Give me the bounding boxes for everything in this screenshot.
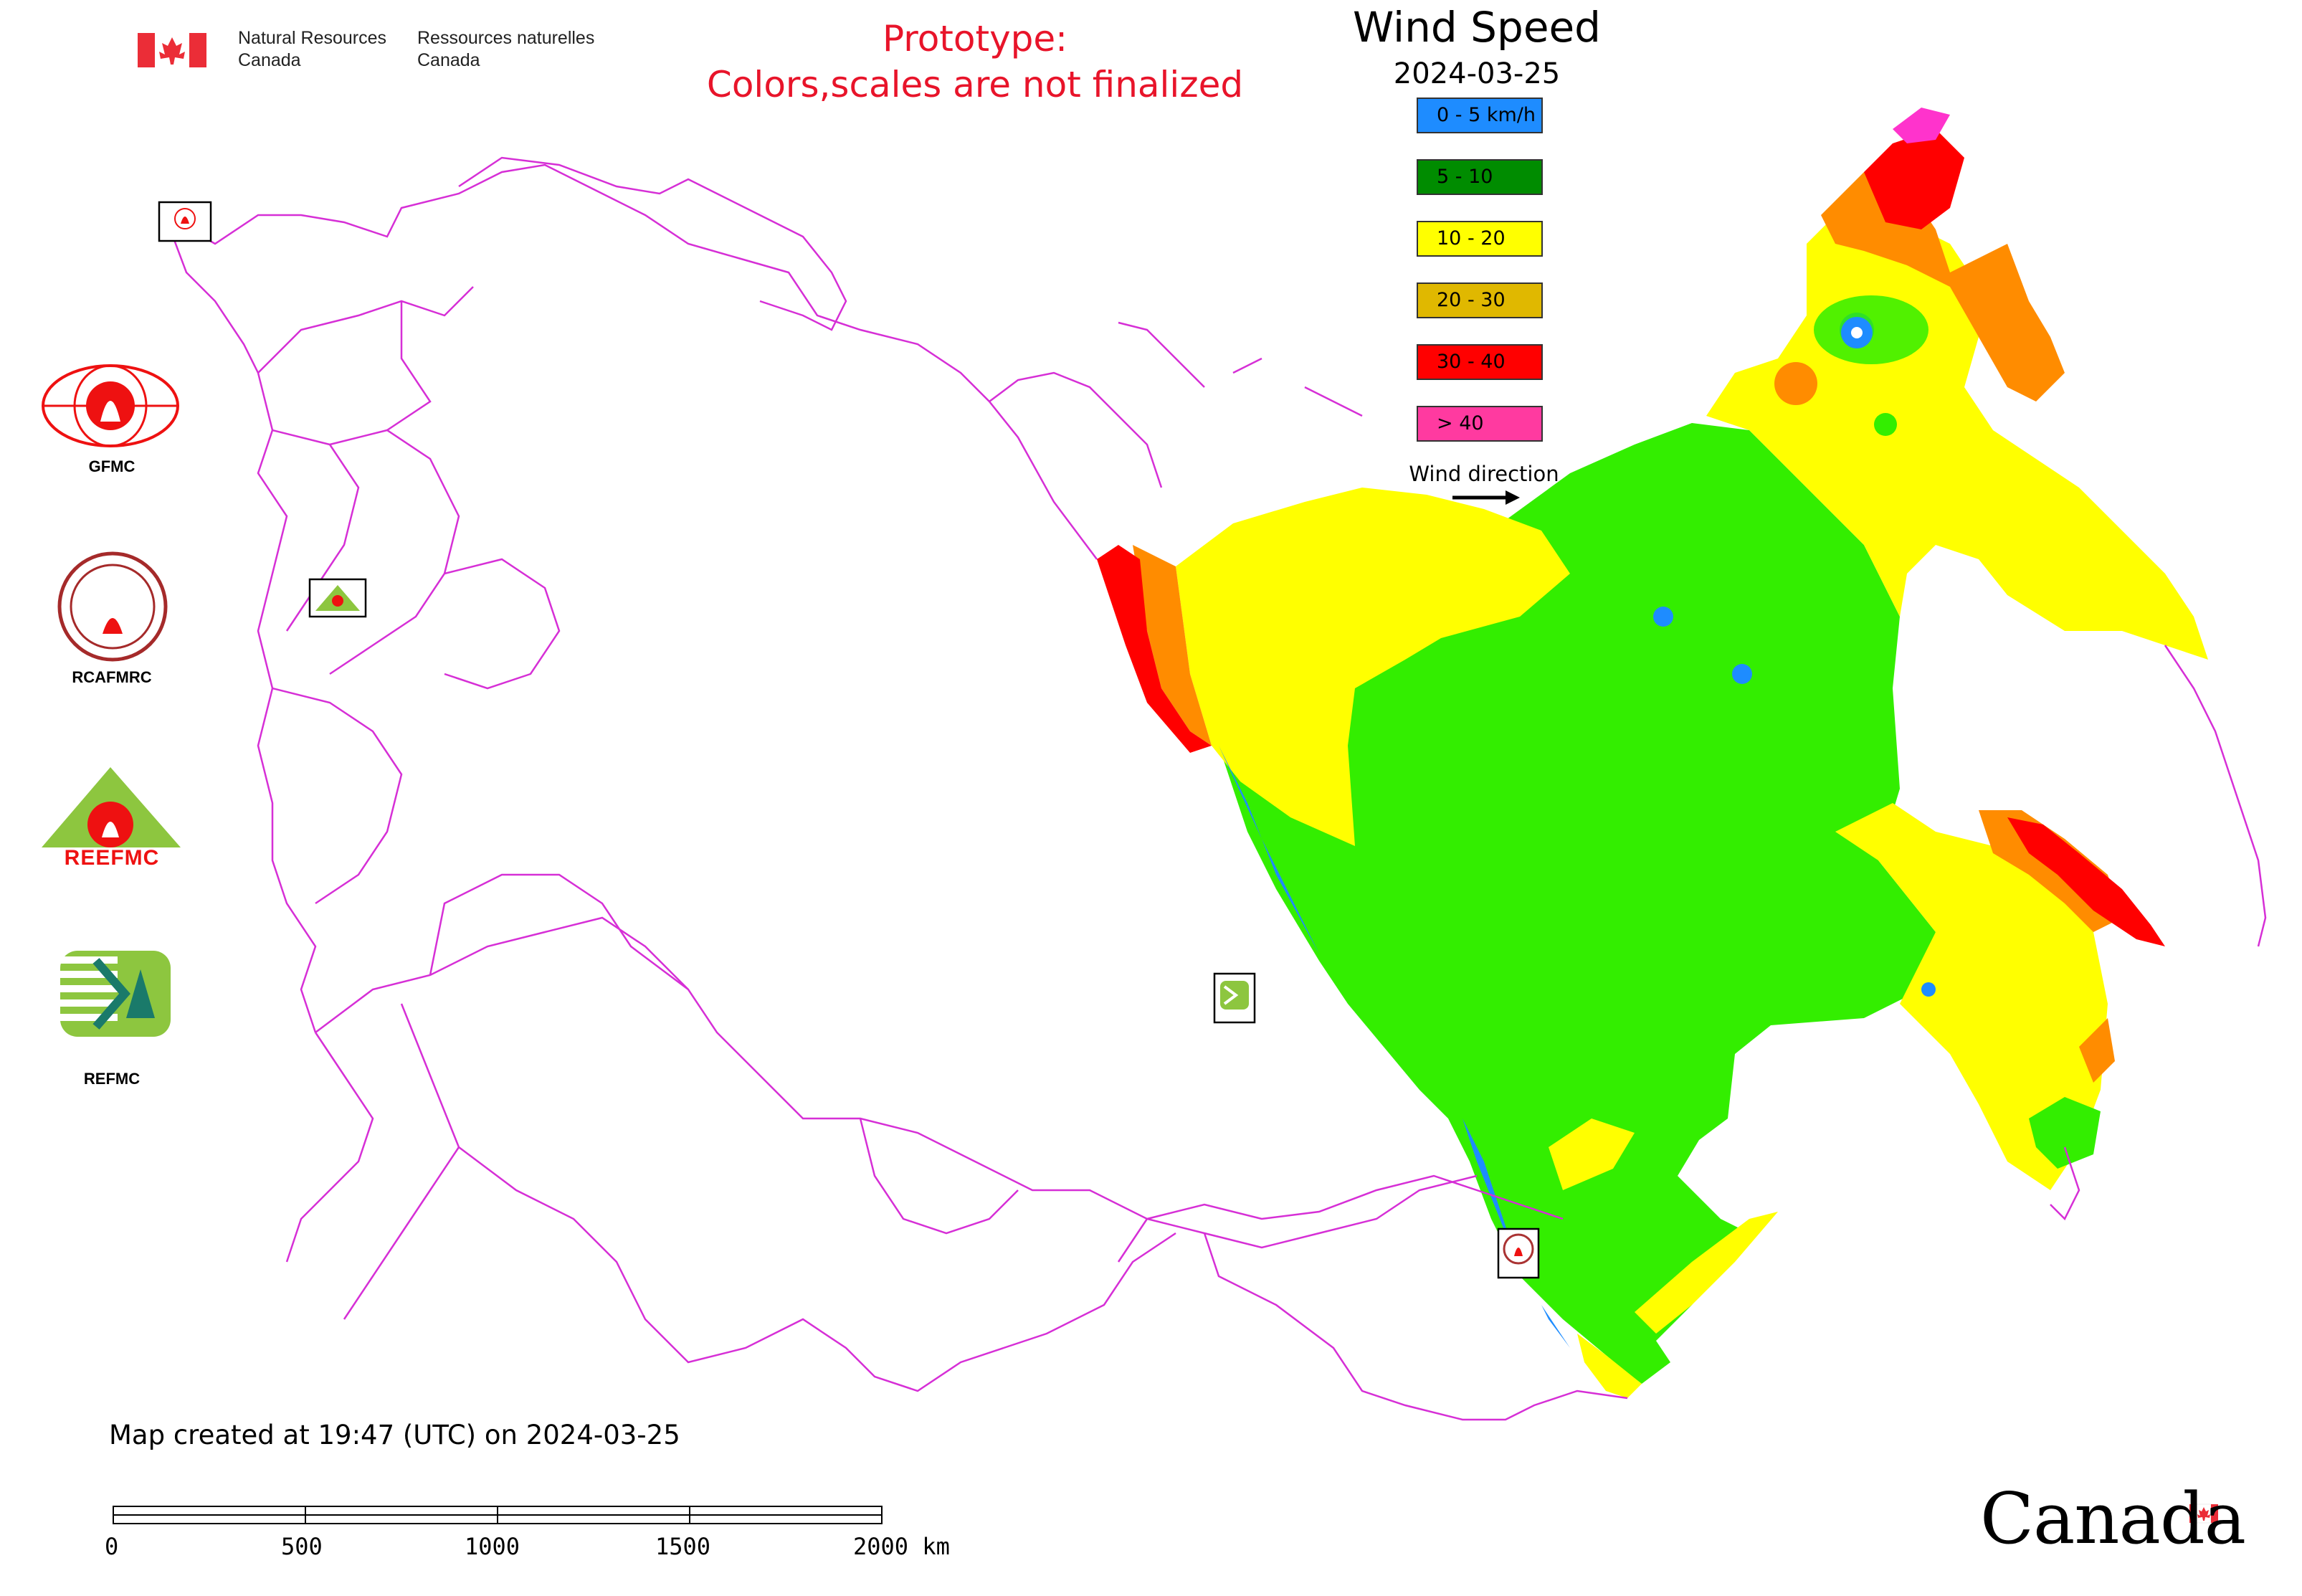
boundary-south-4 <box>859 1118 1019 1235</box>
agency-en-line2: Canada <box>238 50 301 70</box>
zone-10-20-coast <box>1635 1212 1778 1334</box>
zone-20-30-west <box>1133 545 1212 746</box>
refmc-label: REFMC <box>83 1070 141 1088</box>
wind-direction-label: Wind direction <box>1409 462 1559 486</box>
agency-name-en: Natural Resources Canada <box>238 27 386 72</box>
prototype-notice-line2: Colors,scales are not finalized <box>706 64 1244 105</box>
agency-fr-line1: Ressources naturelles <box>417 28 595 48</box>
reefmc-label: REEFMC <box>64 846 160 870</box>
zone-10-20-southtip <box>1577 1334 1642 1398</box>
map-created-text: Map created at 19:47 (UTC) on 2024-03-25 <box>109 1420 680 1450</box>
boundary-south-2 <box>1203 1232 1628 1421</box>
boundary-kazakhstan <box>429 873 689 990</box>
agency-fr-line2: Canada <box>417 50 480 70</box>
zone-10-20-west <box>1176 488 1570 846</box>
boundary-inner-5 <box>272 687 403 905</box>
boundary-south-3 <box>343 1146 460 1320</box>
zone-0-5-south-edge <box>1462 1118 1570 1348</box>
boundary-inner-3 <box>257 286 474 374</box>
boundary-mongolia <box>1117 1174 1564 1263</box>
scale-label-500: 500 <box>281 1533 323 1560</box>
zone-30-40-taimyr <box>1864 129 1964 229</box>
rcafmrc-map-marker <box>1497 1227 1540 1279</box>
calm-spot-3 <box>1921 982 1936 997</box>
scale-label-1000: 1000 <box>465 1533 520 1560</box>
boundary-west-outline <box>164 163 1098 560</box>
zone-0-5-western-edge <box>1219 746 1319 954</box>
legend-item: 10 - 20 <box>1417 221 1543 257</box>
calm-spot-2 <box>1732 664 1752 684</box>
scale-label-1500: 1500 <box>655 1533 711 1560</box>
boundary-scandinavia <box>163 214 317 1033</box>
wordmark-flag-icon <box>2189 1504 2218 1524</box>
boundary-novaya-zemlya <box>989 371 1163 488</box>
calm-spot-1 <box>1653 607 1673 627</box>
boundary-caspian <box>285 1032 374 1263</box>
zone-20-30-north <box>1821 172 2065 402</box>
rcafmrc-logo-icon <box>57 551 168 662</box>
boundary-inner-4 <box>386 301 432 432</box>
map-date: 2024-03-25 <box>1393 57 1561 90</box>
zone-over-40 <box>1893 108 1950 143</box>
scale-label-2000: 2000 km <box>853 1533 950 1560</box>
boundary-inner-2 <box>329 429 460 675</box>
agency-name-fr: Ressources naturelles Canada <box>417 27 594 72</box>
scale-label-0: 0 <box>105 1533 119 1560</box>
canada-flag-icon <box>138 33 206 67</box>
refmc-map-marker <box>1213 972 1256 1024</box>
prototype-notice-line1: Prototype: <box>882 18 1068 60</box>
region-boundaries <box>163 156 2267 1421</box>
refmc-logo-icon <box>60 951 171 1037</box>
boundary-kola <box>458 156 847 331</box>
agency-en-line1: Natural Resources <box>238 28 387 48</box>
rcafmrc-label: RCAFMRC <box>72 668 152 686</box>
reefmc-logo-icon <box>39 767 186 868</box>
wind-zones <box>1097 108 2208 1398</box>
right-arrow-icon <box>1452 490 1520 505</box>
legend-item: 20 - 30 <box>1417 282 1543 318</box>
legend-item: 0 - 5 km/h <box>1417 98 1543 133</box>
orange-spot <box>1774 362 1817 405</box>
legend-item: > 40 <box>1417 406 1543 442</box>
legend-item: 30 - 40 <box>1417 344 1543 380</box>
gfmc-map-marker <box>158 201 212 242</box>
zone-10-20-south-patch <box>1549 1118 1635 1190</box>
green-spot-1 <box>1874 413 1897 436</box>
gfmc-logo-icon <box>42 364 179 447</box>
zone-30-40-kamchatka <box>2007 817 2165 946</box>
boundary-inner-6 <box>444 558 561 690</box>
zone-30-40-yamal <box>1097 545 1212 753</box>
legend-item: 5 - 10 <box>1417 159 1543 195</box>
scale-bar <box>113 1506 883 1524</box>
boundary-south-1 <box>400 1003 1176 1392</box>
zone-5-10-kamchatka-south <box>2029 1097 2101 1169</box>
boundary-chukotka <box>2164 645 2267 947</box>
boundary-central-asia <box>315 916 1478 1249</box>
zone-20-30-southeast <box>2079 1018 2115 1083</box>
boundary-arctic-islands <box>1118 321 1363 417</box>
gfmc-label: GFMC <box>88 457 135 475</box>
boundary-east-coast <box>2050 1146 2080 1221</box>
canada-wordmark: Canada <box>1980 1478 2246 1560</box>
map-title: Wind Speed <box>1352 3 1602 52</box>
reefmc-map-marker <box>308 578 367 618</box>
calm-spot-5-center <box>1851 327 1863 338</box>
zone-10-20-southeast <box>1835 803 2108 1190</box>
